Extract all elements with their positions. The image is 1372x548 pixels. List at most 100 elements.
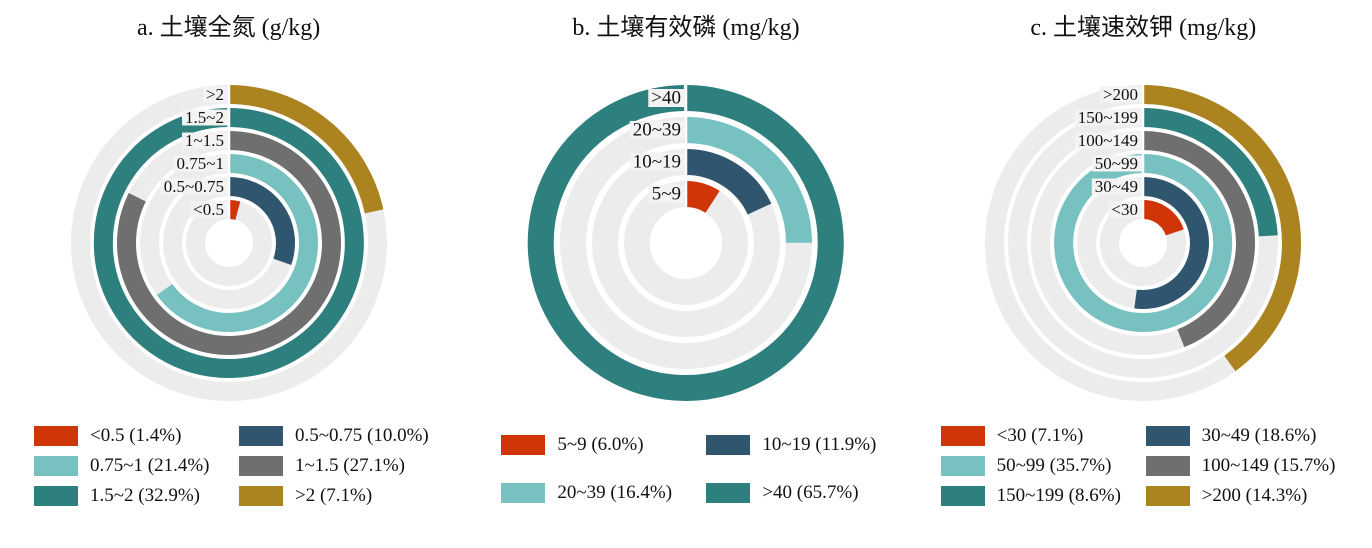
ring-arc [1054,154,1233,332]
legend-item: 100~149 (15.7%) [1145,454,1336,477]
ring-label-background [629,121,685,139]
ring-label-background [1108,201,1143,218]
legend-item: 1~1.5 (27.1%) [239,454,429,477]
ring-label-background [1100,86,1143,103]
legend-label: 0.5~0.75 (10.0%) [295,424,429,446]
ring-arc [116,131,341,355]
legend-item: 0.75~1 (21.4%) [34,454,239,477]
legend-swatch [34,485,78,506]
legend: <30 (7.1%) 30~49 (18.6%) 50~99 (35.7%) 100~… [940,424,1372,507]
chart-title: a. 土壤全氮 (g/kg) [137,15,321,41]
panel-a: a. 土壤全氮 (g/kg) <0.5 0.5~0.75 0.75~1 1~1.5 1.5… [0,0,457,548]
legend-label: 0.75~1 (21.4%) [90,454,210,476]
ring-label: 0.75~1 [176,154,223,173]
legend-swatch [940,455,985,476]
ring-label-background [1092,178,1143,195]
legend: <0.5 (1.4%) 0.5~0.75 (10.0%) 0.75~1 (21.4%… [34,424,457,507]
ring-label: >2 [206,85,224,104]
ring-chart: <0.5 0.5~0.75 0.75~1 1~1.5 1.5~2 >2 [70,81,387,401]
legend-item: 20~39 (16.4%) [501,481,706,504]
legend-item: 1.5~2 (32.9%) [34,484,239,507]
legend-label: 20~39 (16.4%) [557,481,673,503]
ring-label: >40 [651,88,681,109]
legend-swatch [706,482,751,503]
legend-swatch [501,434,546,455]
ring-label-background [629,153,685,171]
ring-label: 20~39 [633,120,681,141]
ring-chart: 5~9 10~19 20~39 >40 [527,81,844,401]
ring-label-background [189,201,228,218]
legend-label: >40 (65.7%) [762,481,859,503]
legend-label: 50~99 (35.7%) [996,454,1112,476]
ring-label-background [1075,109,1143,126]
legend-swatch [940,425,985,446]
legend-label: 150~199 (8.6%) [996,484,1121,506]
ring-arc [685,149,772,215]
ring-label-background [1075,132,1143,149]
legend-swatch [1145,455,1190,476]
legend-label: <30 (7.1%) [996,424,1084,446]
legend-item: 50~99 (35.7%) [940,454,1146,477]
ring-arc [1134,177,1210,309]
legend-item: 10~19 (11.9%) [706,433,876,456]
ring-arc [1143,108,1279,237]
ring-label-background [202,86,228,103]
legend-item: 0.5~0.75 (10.0%) [239,424,429,447]
legend-swatch [1145,425,1190,446]
ring-label-background [181,132,228,149]
legend-swatch [501,482,546,503]
legend: 5~9 (6.0%) 10~19 (11.9%) 20~39 (16.4%) >40 … [501,433,914,504]
legend-swatch [239,425,283,446]
legend-label: 1.5~2 (32.9%) [90,484,201,506]
legend-item: <0.5 (1.4%) [34,424,239,447]
ring-label: 10~19 [633,152,681,173]
ring-label: 1.5~2 [185,108,224,127]
ring-arc [685,117,812,244]
ring-arc [1143,85,1302,372]
legend-label: <0.5 (1.4%) [90,424,182,446]
ring-arc [685,181,720,214]
chart-title: b. 土壤有效磷 (mg/kg) [572,15,800,41]
ring-arc [1143,131,1256,348]
legend-swatch [34,425,78,446]
legend-label: 10~19 (11.9%) [762,433,877,455]
ring-label: 5~9 [652,184,681,205]
legend-item: 5~9 (6.0%) [501,433,706,456]
legend-swatch [239,455,283,476]
ring-label: 50~99 [1095,154,1138,173]
ring-label: 1~1.5 [185,131,224,150]
ring-label-background [160,178,228,195]
legend-label: 5~9 (6.0%) [557,433,644,455]
legend-item: >200 (14.3%) [1145,484,1336,507]
ring-arc [228,200,241,220]
ring-arc [527,85,844,401]
legend-item: 150~199 (8.6%) [940,484,1146,507]
legend-swatch [1145,485,1190,506]
chart-title: c. 土壤速效钾 (mg/kg) [1030,15,1257,41]
legend-swatch [940,485,985,506]
ring-label: 100~149 [1078,131,1138,150]
legend-item: >2 (7.1%) [239,484,429,507]
ring-label-background [648,185,685,203]
ring-label-background [648,89,685,107]
legend-swatch [239,485,283,506]
ring-arc [1142,200,1185,237]
ring-label: <30 [1112,200,1139,219]
ring-chart: <30 30~49 50~99 100~149 150~199 >200 [985,81,1302,401]
legend-label: 30~49 (18.6%) [1201,424,1317,446]
ring-label: >200 [1103,85,1138,104]
panel-b: b. 土壤有效磷 (mg/kg) 5~9 10~19 20~39 >40 5~9 (6.0… [457,0,914,548]
legend-item: 30~49 (18.6%) [1145,424,1336,447]
legend-label: >200 (14.3%) [1201,484,1308,506]
legend-swatch [34,455,78,476]
panel-c: c. 土壤速效钾 (mg/kg) <30 30~49 50~99 100~149 150~… [915,0,1372,548]
legend-item: >40 (65.7%) [706,481,876,504]
legend-label: 100~149 (15.7%) [1201,454,1336,476]
ring-label-background [173,155,228,172]
ring-label: 30~49 [1095,177,1138,196]
legend-swatch [706,434,751,455]
legend-item: <30 (7.1%) [940,424,1146,447]
legend-label: 1~1.5 (27.1%) [295,454,406,476]
ring-label: <0.5 [193,200,224,219]
